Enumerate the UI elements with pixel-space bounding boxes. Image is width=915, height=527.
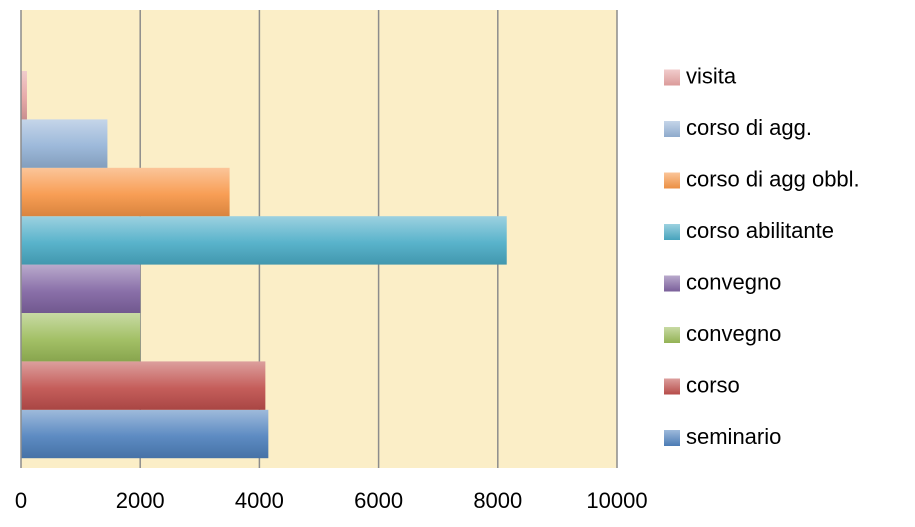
bars bbox=[21, 71, 507, 459]
bar-corso-di-agg-obbl- bbox=[21, 167, 230, 217]
bar-corso bbox=[21, 361, 266, 410]
legend-swatch bbox=[664, 430, 680, 446]
legend-swatch bbox=[664, 172, 680, 189]
x-tick-label: 8000 bbox=[473, 488, 522, 513]
legend-label: convegno bbox=[686, 269, 781, 294]
legend: visita corso di agg. corso di agg obbl. cor… bbox=[664, 63, 860, 449]
legend-swatch bbox=[664, 224, 680, 240]
bar-corso-di-agg- bbox=[21, 119, 108, 168]
legend-label: corso bbox=[686, 372, 740, 397]
bar-visita bbox=[21, 71, 27, 120]
legend-swatch bbox=[664, 121, 680, 137]
bar-corso-abilitante bbox=[21, 216, 507, 265]
x-tick-label: 10000 bbox=[586, 488, 647, 513]
legend-label: corso di agg. bbox=[686, 115, 812, 140]
legend-label: visita bbox=[686, 63, 737, 88]
legend-label: convegno bbox=[686, 321, 781, 346]
bar-seminario bbox=[21, 409, 269, 459]
bar-convegno bbox=[21, 264, 141, 313]
x-tick-label: 4000 bbox=[235, 488, 284, 513]
legend-swatch bbox=[664, 327, 680, 343]
x-tick-label: 0 bbox=[15, 488, 27, 513]
legend-label: corso di agg obbl. bbox=[686, 166, 860, 191]
x-tick-label: 6000 bbox=[354, 488, 403, 513]
legend-swatch bbox=[664, 69, 680, 86]
x-tick-labels: 0 2000 4000 6000 8000 10000 bbox=[15, 488, 648, 513]
legend-swatch bbox=[664, 275, 680, 292]
legend-label: corso abilitante bbox=[686, 218, 834, 243]
legend-label: seminario bbox=[686, 424, 781, 449]
x-tick-label: 2000 bbox=[116, 488, 165, 513]
bar-convegno bbox=[21, 313, 141, 362]
legend-swatch bbox=[664, 378, 680, 395]
